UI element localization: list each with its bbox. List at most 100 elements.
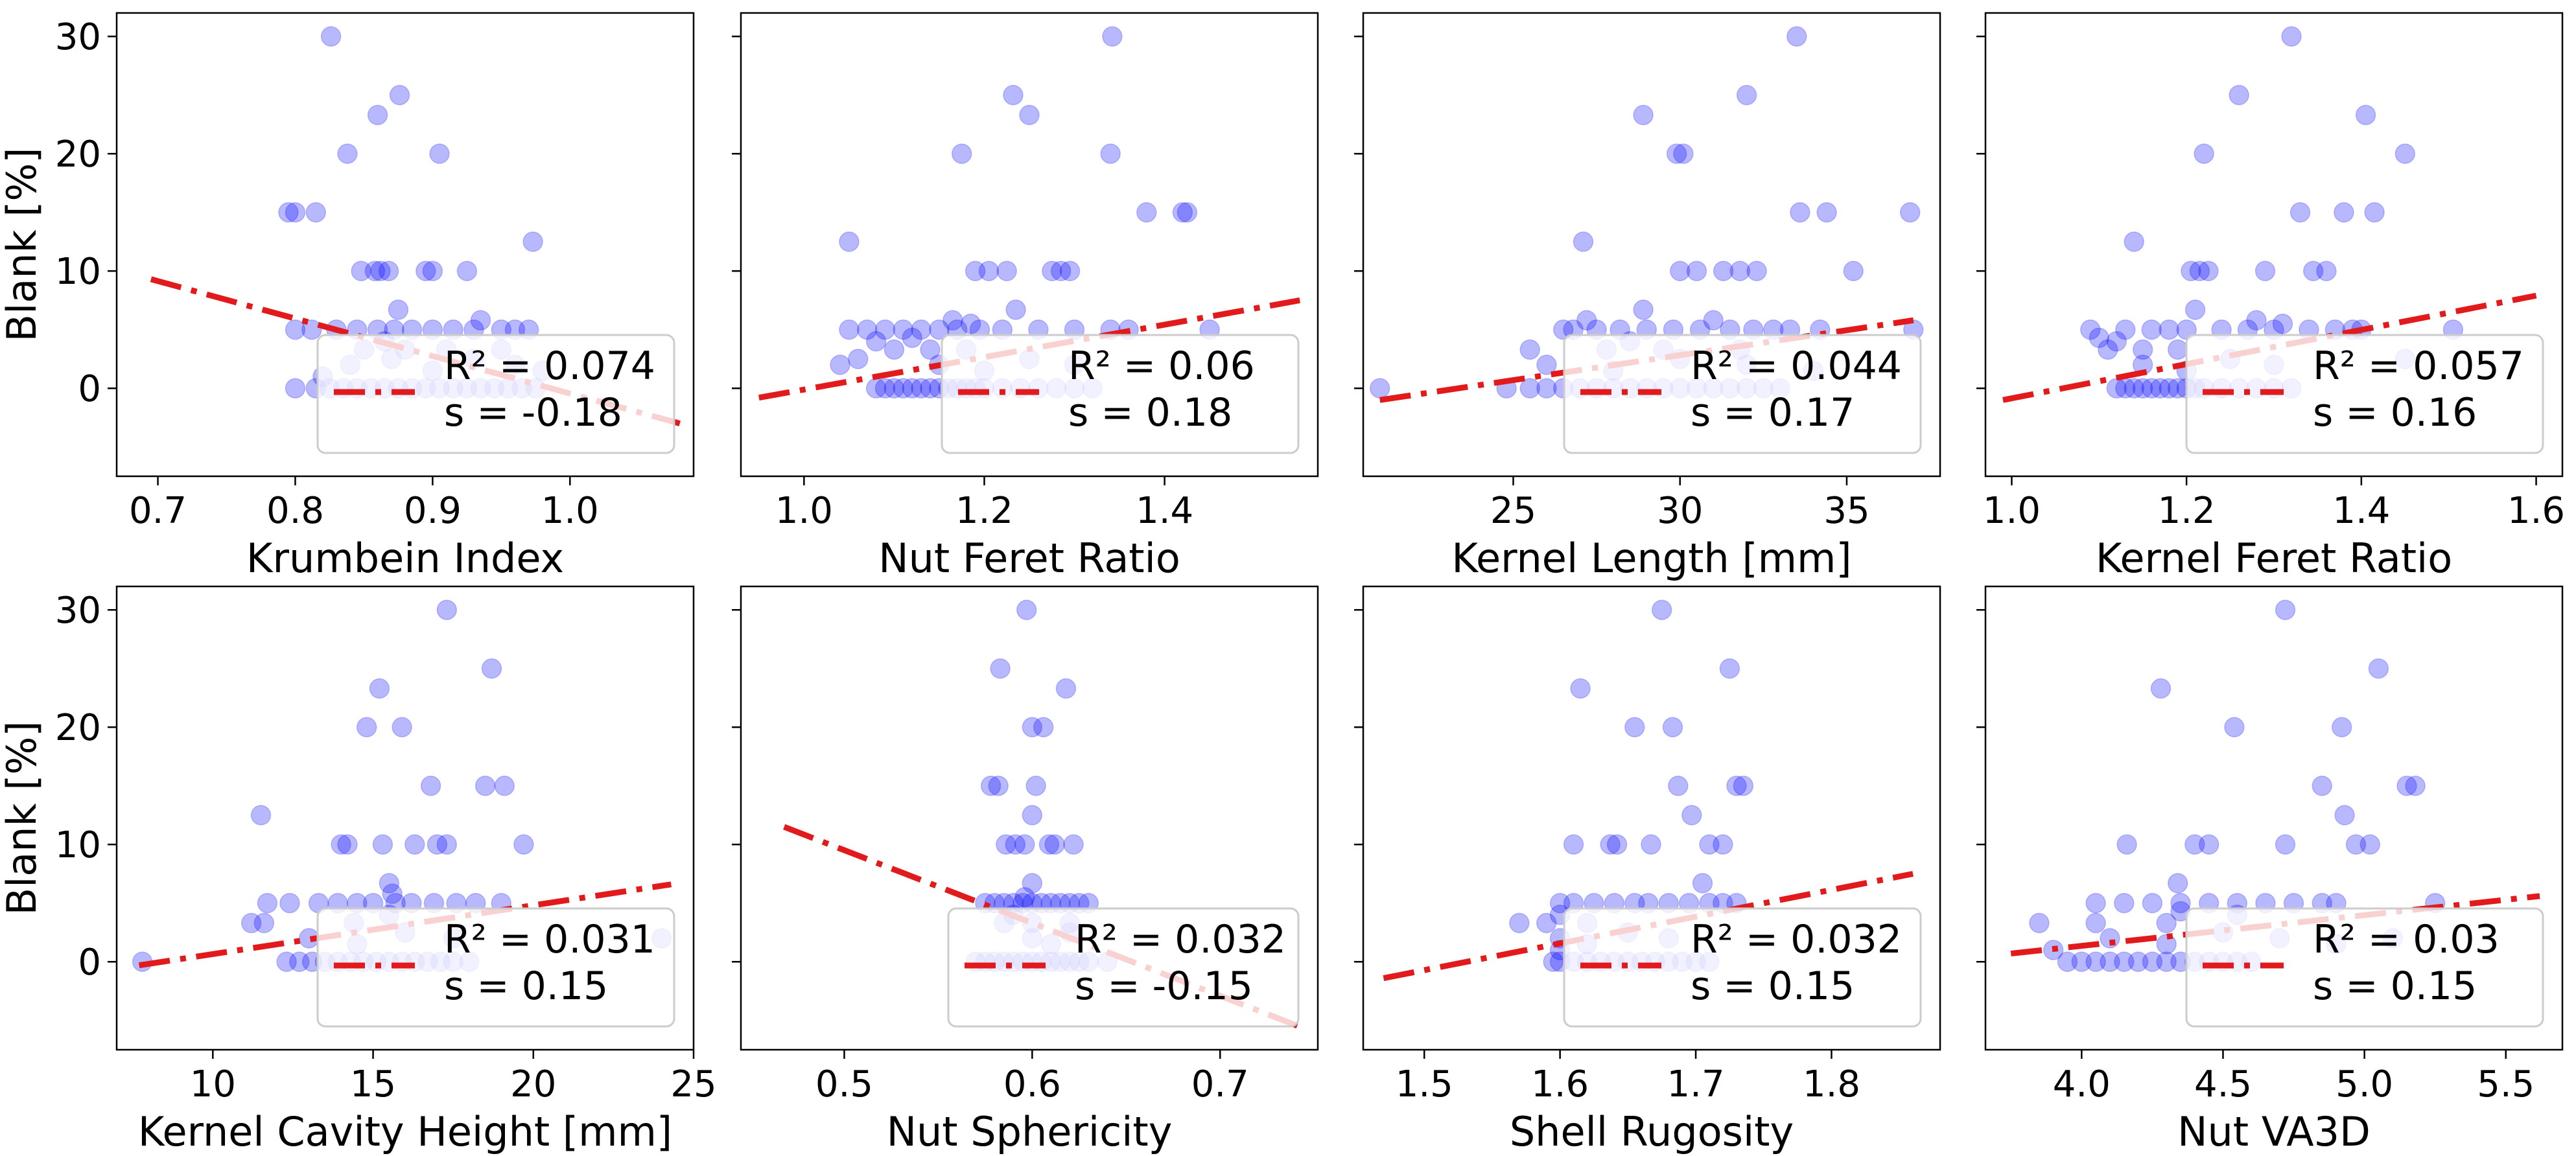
scatter-point (2029, 912, 2050, 934)
scatter-point (2124, 378, 2144, 399)
scatter-point (301, 319, 322, 340)
scatter-point (920, 339, 941, 360)
scatter-point (470, 310, 491, 331)
scatter-point (2334, 805, 2355, 826)
plot-frame (115, 12, 695, 478)
legend-slope: s = 0.16 (2313, 390, 2477, 435)
scatter-point (2302, 260, 2324, 281)
scatter-point (2085, 951, 2106, 972)
scatter-point (2184, 299, 2206, 320)
scatter-point (257, 892, 278, 914)
scatter-point (289, 951, 310, 972)
scatter-point (1669, 260, 1691, 281)
scatter-point (351, 260, 371, 281)
scatter-point (1014, 834, 1035, 855)
scatter-point (2275, 599, 2296, 620)
scatter-point (331, 834, 351, 855)
legend-r2: R² = 0.032 (1691, 917, 1902, 962)
scatter-point (1016, 599, 1037, 620)
scatter-point (1692, 873, 1713, 894)
scatter-point (2316, 260, 2337, 281)
scatter-point (1790, 202, 1810, 223)
scatter-point (2141, 378, 2162, 399)
scatter-point (1713, 260, 1734, 281)
legend-slope: s = 0.15 (1691, 964, 1855, 1009)
scatter-point (2272, 313, 2293, 334)
scatter-point (1025, 775, 1046, 796)
scatter-point (874, 378, 896, 399)
scatter-point (250, 805, 272, 826)
x-axis-label: Nut Feret Ratio (878, 535, 1180, 582)
scatter-point (1624, 717, 1645, 737)
scatter-point (420, 775, 441, 796)
scatter-point (2254, 260, 2276, 281)
scatter-point (929, 319, 950, 340)
x-tick-label: 30 (1657, 490, 1703, 532)
scatter-point (1713, 834, 1733, 855)
scatter-point (1005, 299, 1026, 320)
scatter-point (1563, 834, 1584, 855)
y-tick-label: 30 (55, 16, 101, 58)
scatter-point (372, 834, 393, 855)
scatter-point (2071, 951, 2092, 972)
scatter-point (1641, 834, 1661, 855)
x-tick-label: 25 (1490, 490, 1536, 532)
scatter-point (1102, 26, 1123, 47)
scatter-point (1509, 912, 1530, 934)
scatter-point (2141, 319, 2162, 340)
scatter-point (1633, 299, 1654, 320)
scatter-point (2364, 202, 2385, 223)
scatter-point (996, 260, 1017, 281)
x-tick-label: 1.0 (1983, 490, 2041, 532)
scatter-point (1843, 260, 1864, 281)
scatter-point (1686, 260, 1707, 281)
legend-r2: R² = 0.044 (1691, 343, 1902, 389)
scatter-point (436, 599, 458, 620)
plot-frame (1984, 585, 2564, 1051)
scatter-point (1673, 143, 1694, 164)
scatter-point (436, 834, 458, 855)
scatter-point (2106, 331, 2127, 352)
scatter-point (874, 319, 896, 340)
scatter-point (902, 327, 922, 349)
y-axis-label: Blank [%] (0, 721, 45, 916)
scatter-point (893, 378, 914, 399)
plot-frame (740, 585, 1319, 1051)
scatter-point (1172, 202, 1193, 223)
chart-panel-8: R² = 0.03s = 0.15 4.0 4.5 5.0 5.5 Nut VA3D (1976, 585, 2564, 1155)
scatter-point (427, 834, 448, 855)
scatter-point (337, 834, 358, 855)
y-tick-label: 0 (78, 942, 101, 984)
scatter-point (1033, 717, 1054, 737)
scatter-point (2281, 26, 2302, 47)
scatter-point (2312, 775, 2332, 796)
y-tick-label: 10 (55, 251, 101, 293)
scatter-point (382, 883, 403, 905)
scatter-point (1719, 658, 1740, 679)
x-tick-label: 1.2 (2158, 490, 2216, 532)
scatter-point (839, 319, 860, 340)
x-tick-label: 1.6 (1531, 1063, 1589, 1105)
x-axis-label: Nut Sphericity (887, 1108, 1173, 1155)
scatter-point (1536, 912, 1557, 934)
scatter-point (1536, 378, 1557, 399)
scatter-point (2189, 260, 2210, 281)
scatter-point (2142, 951, 2163, 972)
scatter-point (1606, 834, 1628, 855)
scatter-point (2359, 834, 2381, 855)
scatter-point (1726, 775, 1747, 796)
x-tick-label: 25 (670, 1063, 716, 1105)
scatter-point (960, 313, 981, 334)
y-tick-label: 0 (78, 368, 101, 410)
scatter-point (1573, 231, 1594, 252)
scatter-point (367, 104, 388, 126)
legend-box (947, 907, 1300, 1028)
scatter-point (1536, 354, 1557, 375)
plot-frame (1362, 585, 1941, 1051)
scatter-point (389, 84, 410, 106)
scatter-point (2275, 834, 2296, 855)
scatter-point (2132, 378, 2153, 399)
scatter-point (2156, 934, 2177, 954)
